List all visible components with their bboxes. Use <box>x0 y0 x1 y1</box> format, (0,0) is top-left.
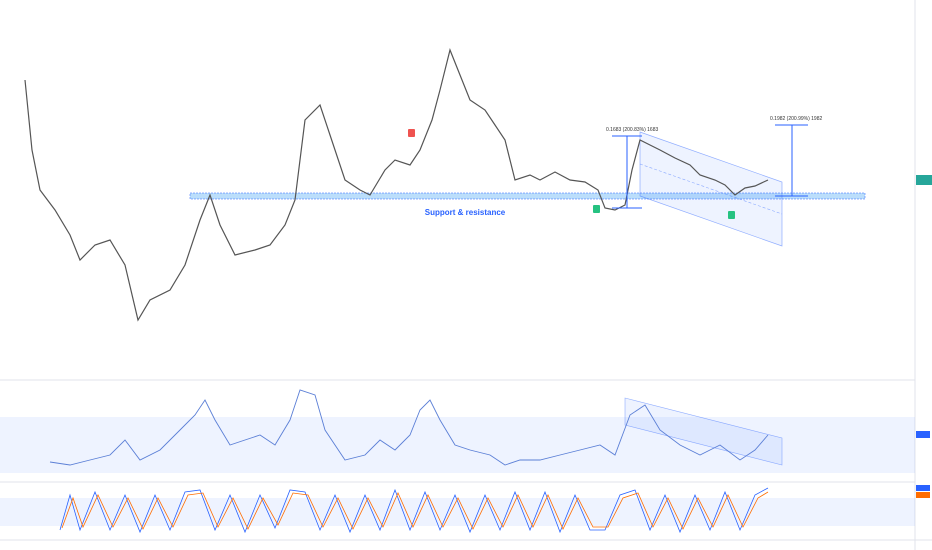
rsi-channel <box>624 397 783 466</box>
stoch-tag <box>916 485 930 491</box>
stoch-tag <box>916 492 930 498</box>
channel-mid <box>639 163 783 215</box>
rsi-line <box>49 389 769 466</box>
support-label: Support & resistance <box>425 208 506 217</box>
rsi-tag <box>916 431 930 438</box>
measure-label: 0.1683 (200.83%) 1683 <box>606 127 658 133</box>
stoch-d <box>61 491 769 530</box>
measure-label: 0.1982 (200.99%) 1982 <box>770 116 822 122</box>
buy-marker <box>593 205 600 213</box>
price-tag <box>916 175 932 185</box>
support-band <box>189 192 866 200</box>
sell-marker <box>408 129 415 137</box>
price-line <box>24 48 769 322</box>
stoch-band <box>0 498 915 526</box>
buy-marker <box>728 211 735 219</box>
stoch-k <box>59 487 769 534</box>
rsi-band <box>0 417 915 473</box>
